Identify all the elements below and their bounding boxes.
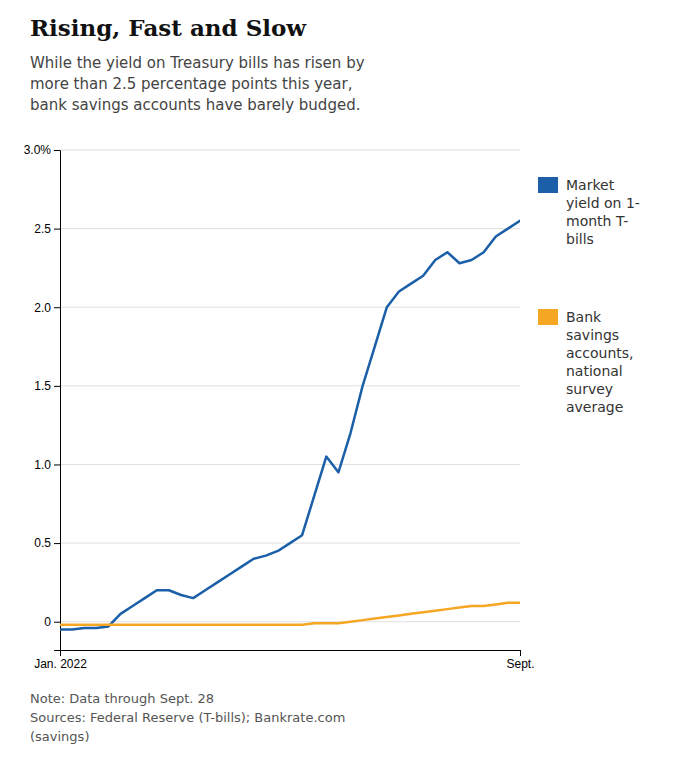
y-tick-label: 1.5 (34, 379, 51, 393)
y-tick-mark (54, 307, 60, 308)
line (60, 603, 520, 625)
x-tick: Jan. 2022 (34, 650, 87, 671)
y-axis-line (54, 151, 61, 651)
grid-line (60, 385, 520, 386)
legend-label-line: average (566, 399, 623, 415)
legend: Market yield on 1- month T-bills Bank saving… (538, 177, 640, 415)
y-tick-mark (54, 150, 60, 151)
legend-item: Market yield on 1- month T-bills (538, 177, 640, 247)
legend-label-line: accounts, (566, 345, 634, 361)
legend-label-line: survey (566, 381, 613, 397)
chart: Rising, Fast and Slow While the yield on … (0, 0, 700, 763)
note-line: (savings) (30, 729, 89, 744)
legend-label-line: yield on 1- (566, 195, 640, 211)
subtitle-line: bank savings accounts have barely budged… (30, 96, 360, 114)
y-tick-label: 2.0 (34, 301, 51, 315)
y-tick-mark (54, 543, 60, 544)
title: Rising, Fast and Slow (30, 14, 307, 41)
y-tick: 3.0% (24, 143, 60, 157)
grid-line (60, 621, 520, 622)
plot-area (60, 221, 520, 630)
legend-item: Bank savings accounts, national survey averag… (538, 309, 634, 415)
legend-label-line: Bank (566, 309, 602, 325)
y-tick-label: 2.5 (34, 222, 51, 236)
subtitle-line: more than 2.5 percentage points this yea… (30, 75, 352, 93)
legend-swatch (538, 309, 558, 325)
y-tick-label: 1.0 (34, 458, 51, 472)
subtitle-line: While the yield on Treasury bills has ri… (30, 54, 365, 72)
legend-label-line: Market (566, 177, 615, 193)
legend-label-line: national (566, 363, 623, 379)
legend-label-line: bills (566, 231, 594, 247)
note-line: Sources: Federal Reserve (T-bills); Bank… (30, 710, 345, 725)
y-tick-label: 3.0% (24, 143, 52, 157)
x-tick: Sept. (506, 650, 534, 671)
note: Note: Data through Sept. 28 Sources: Fede… (30, 691, 345, 744)
grid-line (60, 150, 520, 151)
y-tick: 1.0 (34, 458, 60, 472)
legend-label-line: month T- (566, 213, 628, 229)
grid-line (60, 228, 520, 229)
legend-swatch (538, 177, 558, 193)
y-tick-label: 0 (44, 615, 51, 629)
x-tick-label: Jan. 2022 (34, 657, 87, 671)
x-axis-line (61, 651, 521, 657)
y-tick: 0.5 (34, 536, 60, 550)
x-tick-mark (520, 650, 521, 656)
legend-label: Market yield on 1- month T-bills (566, 177, 640, 247)
legend-label: Bank savings accounts, national survey averag… (566, 309, 634, 415)
y-tick-mark (54, 622, 60, 623)
x-axis: Jan. 2022 Sept. (34, 650, 534, 671)
y-tick-mark (54, 229, 60, 230)
grid-line (60, 464, 520, 465)
line (60, 221, 520, 630)
subtitle: While the yield on Treasury bills has ri… (30, 54, 365, 114)
y-tick-mark (54, 464, 60, 465)
x-tick-label: Sept. (506, 657, 534, 671)
y-tick-label: 0.5 (34, 536, 51, 550)
y-tick: 0 (44, 615, 60, 629)
y-tick: 2.0 (34, 301, 60, 315)
y-tick: 2.5 (34, 222, 60, 236)
grid (60, 150, 520, 622)
y-tick-mark (54, 386, 60, 387)
x-tick-mark (60, 650, 61, 656)
note-line: Note: Data through Sept. 28 (30, 691, 214, 706)
y-tick: 1.5 (34, 379, 60, 393)
grid-line (60, 307, 520, 308)
legend-label-line: savings (566, 327, 619, 343)
y-axis: 0 0.5 1.0 1.5 2.0 2.5 3.0% (24, 143, 61, 650)
